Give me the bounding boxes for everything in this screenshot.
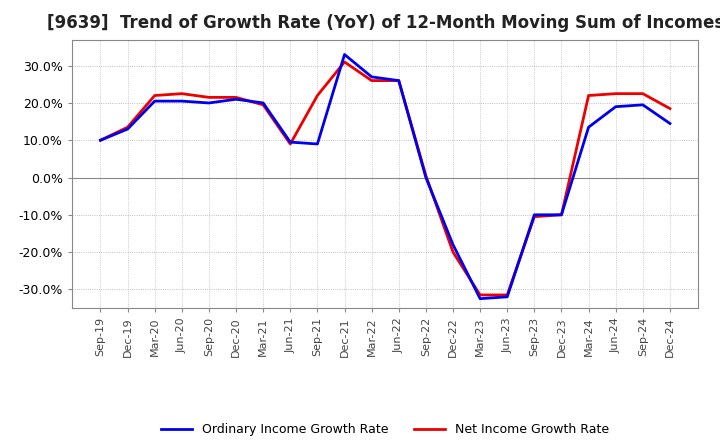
Ordinary Income Growth Rate	[286, 139, 294, 145]
Net Income Growth Rate	[530, 214, 539, 219]
Ordinary Income Growth Rate	[449, 242, 457, 247]
Ordinary Income Growth Rate	[530, 212, 539, 217]
Net Income Growth Rate	[611, 91, 620, 96]
Net Income Growth Rate	[421, 173, 430, 178]
Net Income Growth Rate	[341, 59, 349, 65]
Net Income Growth Rate	[503, 292, 511, 297]
Net Income Growth Rate	[178, 91, 186, 96]
Line: Net Income Growth Rate: Net Income Growth Rate	[101, 62, 670, 295]
Net Income Growth Rate	[259, 102, 268, 107]
Net Income Growth Rate	[449, 249, 457, 255]
Title: [9639]  Trend of Growth Rate (YoY) of 12-Month Moving Sum of Incomes: [9639] Trend of Growth Rate (YoY) of 12-…	[47, 15, 720, 33]
Ordinary Income Growth Rate	[584, 125, 593, 130]
Ordinary Income Growth Rate	[557, 212, 566, 217]
Ordinary Income Growth Rate	[178, 99, 186, 104]
Net Income Growth Rate	[584, 93, 593, 98]
Ordinary Income Growth Rate	[476, 296, 485, 301]
Net Income Growth Rate	[557, 212, 566, 217]
Ordinary Income Growth Rate	[503, 294, 511, 300]
Ordinary Income Growth Rate	[204, 100, 213, 106]
Ordinary Income Growth Rate	[96, 138, 105, 143]
Net Income Growth Rate	[313, 93, 322, 98]
Net Income Growth Rate	[395, 78, 403, 83]
Net Income Growth Rate	[286, 141, 294, 147]
Net Income Growth Rate	[150, 93, 159, 98]
Ordinary Income Growth Rate	[259, 100, 268, 106]
Ordinary Income Growth Rate	[150, 99, 159, 104]
Line: Ordinary Income Growth Rate: Ordinary Income Growth Rate	[101, 55, 670, 299]
Net Income Growth Rate	[665, 106, 674, 111]
Net Income Growth Rate	[476, 292, 485, 297]
Legend: Ordinary Income Growth Rate, Net Income Growth Rate: Ordinary Income Growth Rate, Net Income …	[156, 418, 614, 440]
Ordinary Income Growth Rate	[123, 126, 132, 132]
Net Income Growth Rate	[639, 91, 647, 96]
Ordinary Income Growth Rate	[395, 78, 403, 83]
Ordinary Income Growth Rate	[367, 74, 376, 80]
Ordinary Income Growth Rate	[611, 104, 620, 109]
Net Income Growth Rate	[204, 95, 213, 100]
Ordinary Income Growth Rate	[341, 52, 349, 57]
Ordinary Income Growth Rate	[313, 141, 322, 147]
Ordinary Income Growth Rate	[639, 102, 647, 107]
Ordinary Income Growth Rate	[232, 97, 240, 102]
Net Income Growth Rate	[367, 78, 376, 83]
Net Income Growth Rate	[123, 125, 132, 130]
Ordinary Income Growth Rate	[665, 121, 674, 126]
Net Income Growth Rate	[96, 138, 105, 143]
Ordinary Income Growth Rate	[421, 175, 430, 180]
Net Income Growth Rate	[232, 95, 240, 100]
